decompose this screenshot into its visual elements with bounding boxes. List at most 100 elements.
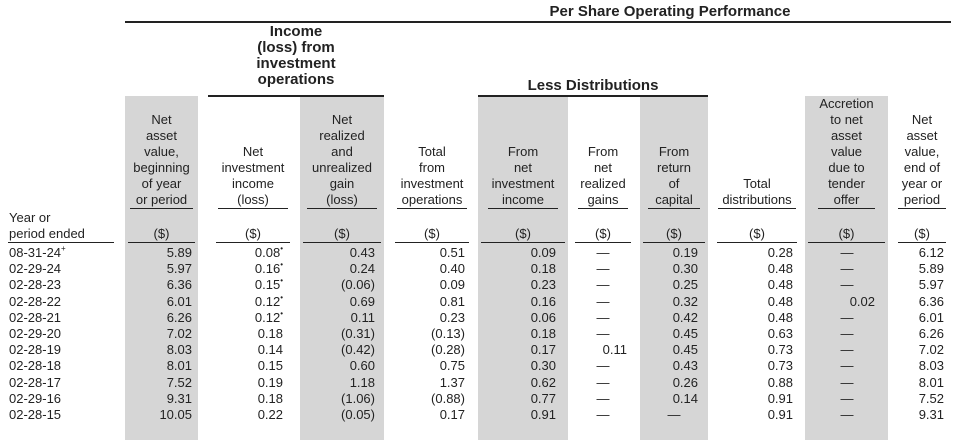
colhead-from-gains: From net realized gains: [580, 144, 626, 207]
row-year: 02-28-15: [9, 407, 62, 422]
cell-nav_begin: 8.03: [166, 342, 192, 358]
cell-from_nii: 0.23: [530, 277, 556, 293]
colhead-from-nii: From net investment income: [491, 144, 555, 207]
cell-nav_end: 6.26: [918, 326, 944, 341]
cell-accretion: —: [840, 277, 854, 293]
row-year: 02-29-16: [9, 390, 62, 406]
colhead-nav-end: Net asset value, end of year or period: [901, 112, 943, 207]
row-label-underline: [8, 242, 114, 243]
cell-realized: (0.06): [341, 277, 375, 293]
cell-from_nii: 0.18: [530, 326, 556, 341]
cell-from_gains: —: [596, 261, 610, 277]
cell-realized: 0.60: [349, 358, 375, 374]
cell-accretion: —: [840, 342, 854, 358]
cell-nav_begin: 6.36: [166, 277, 192, 293]
cell-total_ops: 1.37: [439, 374, 465, 390]
cell-from_gains: 0.11: [602, 342, 627, 358]
cell-total_dist: 0.91: [767, 407, 793, 422]
table-row: 02-28-17 7.52 0.19 1.18 1.37 0.62 — 0.26 0.88 — 8.…: [0, 375, 954, 391]
footnote-mark: •: [280, 276, 283, 286]
cell-from_capital: —: [667, 407, 681, 422]
cell-from_capital: 0.14: [672, 390, 698, 406]
cell-total_ops: 0.40: [439, 261, 465, 277]
table-row: 02-28-23 6.36 0.15• (0.06) 0.09 0.23 — 0.25 0.48…: [0, 277, 954, 293]
cell-from_gains: —: [596, 245, 610, 260]
footnote-mark: •: [280, 260, 283, 270]
cell-accretion: —: [840, 261, 854, 277]
row-label-header: Year or period ended: [9, 210, 85, 241]
cell-total_dist: 0.48: [767, 277, 793, 293]
cell-nav_begin: 7.02: [166, 326, 192, 341]
cell-from_nii: 0.18: [530, 261, 556, 277]
cell-total_dist: 0.63: [767, 326, 793, 341]
cell-nav_end: 8.01: [918, 374, 944, 390]
unit-underline: [481, 242, 565, 243]
unit-label: ($): [595, 226, 611, 241]
footnote-mark: •: [280, 244, 283, 253]
colhead-underline: [718, 208, 796, 209]
unit-underline: [395, 242, 469, 243]
cell-from_capital: 0.26: [672, 374, 698, 390]
cell-nav_end: 7.52: [918, 390, 944, 406]
unit-label: ($): [424, 226, 440, 241]
cell-from_nii: 0.77: [530, 390, 556, 406]
colhead-total-ops: Total from investment operations: [400, 144, 464, 207]
cell-nii: 0.12•: [254, 292, 283, 309]
row-year: 02-28-23: [9, 277, 62, 293]
cell-accretion: 0.02: [849, 293, 875, 309]
cell-nii: 0.19: [257, 374, 283, 390]
cell-total_ops: 0.17: [439, 407, 465, 422]
colhead-nii: Net investment income (loss): [221, 144, 285, 207]
cell-from_capital: 0.42: [672, 309, 698, 325]
cell-nii: 0.15: [257, 358, 283, 374]
cell-from_nii: 0.17: [530, 342, 556, 358]
cell-total_dist: 0.91: [767, 390, 793, 406]
unit-underline: [643, 242, 705, 243]
header-per-share-operating-performance: Per Share Operating Performance: [549, 3, 791, 20]
cell-accretion: —: [840, 374, 854, 390]
unit-label: ($): [749, 226, 765, 241]
cell-nav_begin: 7.52: [166, 374, 192, 390]
colhead-realized: Net realized and unrealized gain (loss): [312, 112, 372, 207]
table-row: 02-28-21 6.26 0.12• 0.11 0.23 0.06 — 0.42 0.48 — 6…: [0, 308, 954, 326]
row-year: 02-29-20: [9, 326, 62, 341]
table-row: 02-29-24 5.97 0.16• 0.24 0.40 0.18 — 0.30 0.48 — 5…: [0, 261, 954, 277]
table-row: 02-28-18 8.01 0.15 0.60 0.75 0.30 — 0.43 0.73 — 8.…: [0, 358, 954, 374]
cell-realized: (1.06): [341, 390, 375, 406]
cell-from_nii: 0.09: [530, 245, 556, 260]
colhead-underline: [648, 208, 700, 209]
cell-total_dist: 0.48: [767, 309, 793, 325]
shaded-column-realized: [300, 96, 384, 440]
cell-nav_begin: 8.01: [166, 358, 192, 374]
cell-accretion: —: [840, 390, 854, 406]
cell-total_ops: 0.23: [439, 309, 465, 325]
row-year: 02-28-21: [9, 309, 62, 325]
top-rule: [125, 21, 951, 23]
unit-underline: [717, 242, 797, 243]
header-less-distributions: Less Distributions: [527, 77, 659, 94]
footnote-mark: +: [61, 244, 66, 253]
cell-from_nii: 0.06: [530, 309, 556, 325]
shaded-column-nav-begin: [125, 96, 198, 440]
table-row: 02-28-22 6.01 0.12• 0.69 0.81 0.16 — 0.32 0.48 0.…: [0, 292, 954, 310]
distributions-group-rule: [478, 95, 708, 97]
colhead-underline: [488, 208, 558, 209]
cell-nav_begin: 5.97: [166, 261, 192, 277]
footnote-mark: •: [280, 292, 283, 302]
cell-nav_end: 8.03: [918, 358, 944, 374]
cell-total_ops: (0.13): [431, 326, 465, 341]
cell-from_capital: 0.45: [672, 342, 698, 358]
cell-accretion: —: [840, 358, 854, 374]
colhead-underline: [218, 208, 288, 209]
cell-nav_end: 5.89: [918, 261, 944, 277]
row-year: 02-28-22: [9, 293, 62, 309]
cell-nav_begin: 5.89: [166, 245, 192, 260]
unit-underline: [808, 242, 885, 243]
table-row: 08-31-24+ 5.89 0.08• 0.43 0.51 0.09 — 0.19 0.28 —…: [0, 245, 954, 261]
cell-accretion: —: [840, 245, 854, 260]
cell-nii: 0.12•: [254, 308, 283, 325]
cell-nav_end: 6.01: [918, 309, 944, 325]
cell-total_dist: 0.48: [767, 261, 793, 277]
cell-nii: 0.15•: [254, 276, 283, 293]
row-year: 02-29-24: [9, 261, 62, 277]
